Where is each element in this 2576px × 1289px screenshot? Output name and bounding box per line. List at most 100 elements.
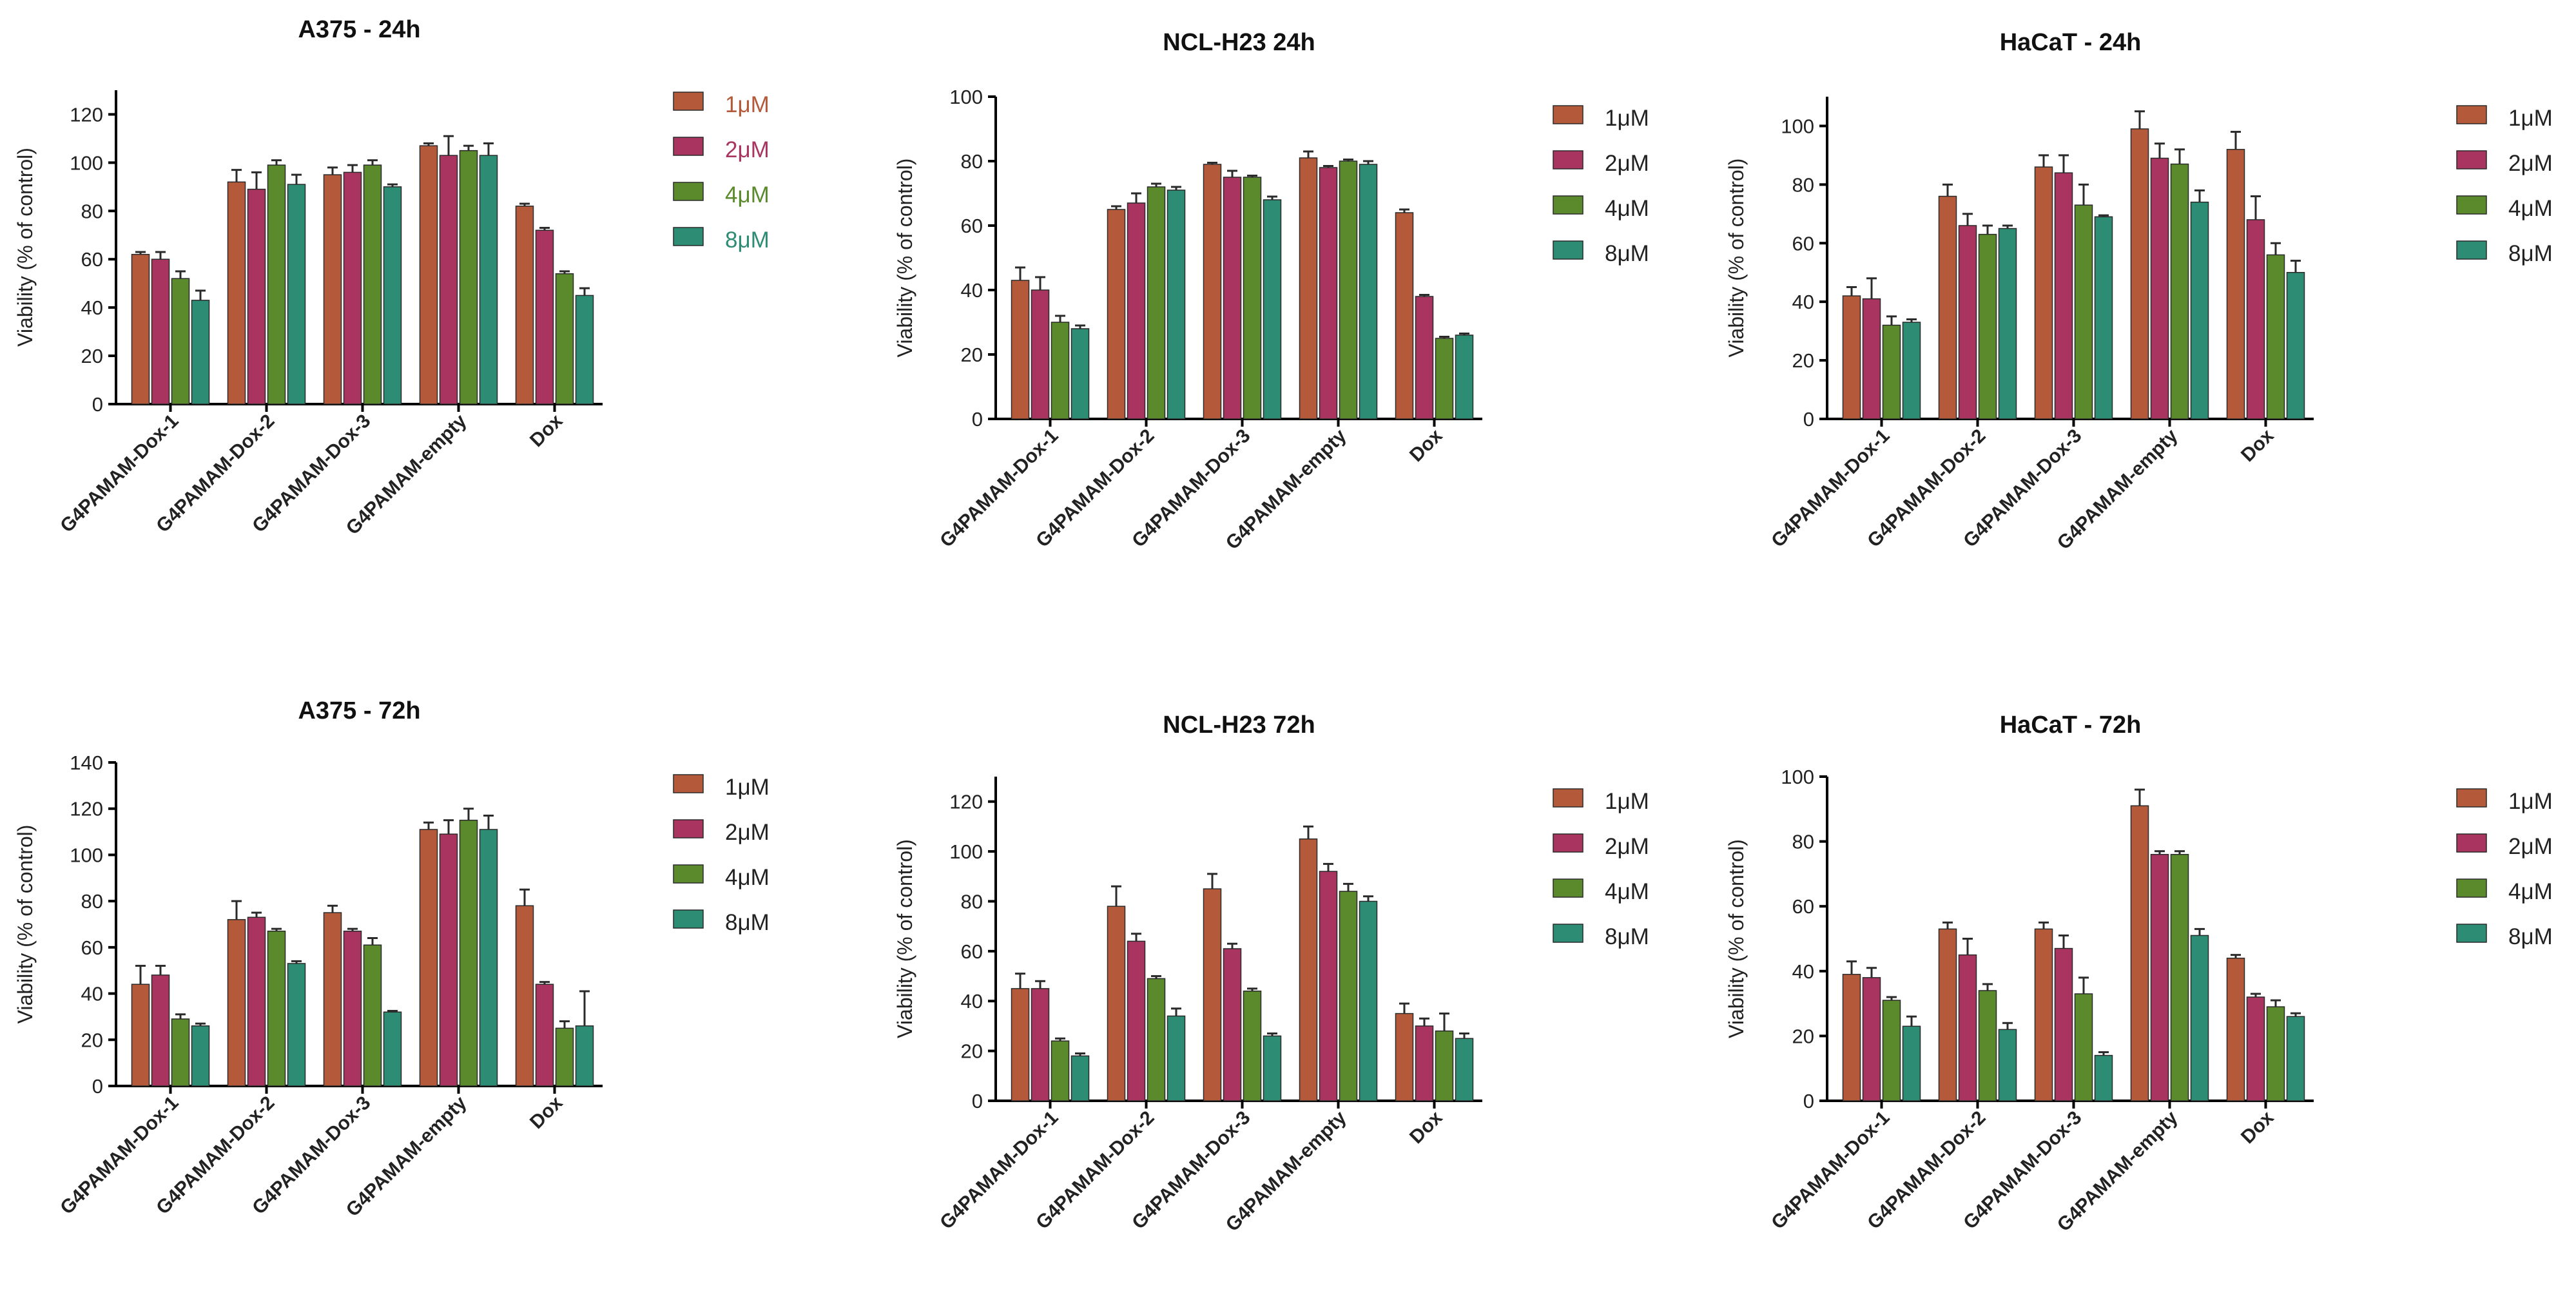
bar	[1203, 164, 1222, 420]
legend-swatch	[673, 864, 704, 884]
bar	[267, 931, 286, 1087]
legend-label: 1μM	[1605, 106, 1649, 131]
x-tick-label: Dox	[2237, 425, 2278, 466]
y-axis-label: Viability (% of control)	[893, 159, 916, 358]
legend-label: 2μM	[2508, 151, 2553, 176]
legend-label: 8μM	[725, 228, 770, 253]
legend-label: 4μM	[1605, 879, 1649, 904]
bar	[459, 150, 478, 405]
bar	[2054, 172, 2073, 420]
y-tick-label: 80	[1792, 173, 1814, 196]
bar	[1051, 1040, 1070, 1101]
legend-label: 2μM	[1605, 834, 1649, 859]
bar	[131, 984, 150, 1087]
y-tick-label: 20	[81, 1029, 103, 1051]
y-tick-label: 80	[961, 890, 983, 913]
bar	[419, 145, 438, 405]
y-tick-label: 100	[1781, 115, 1814, 137]
bar	[2246, 996, 2265, 1101]
bar	[555, 1027, 574, 1087]
y-tick-label: 40	[961, 990, 983, 1013]
bar	[1070, 1055, 1090, 1101]
x-tick-label: Dox	[526, 410, 567, 451]
y-tick-label: 0	[1803, 1090, 1814, 1112]
bar	[2074, 204, 2093, 420]
chart-title: HaCaT - 72h	[2000, 712, 2142, 739]
bar	[1223, 177, 1242, 420]
bar	[1167, 1015, 1186, 1101]
bar	[1031, 988, 1050, 1101]
y-tick-label: 100	[949, 840, 983, 863]
bar	[171, 278, 190, 405]
y-tick-label: 80	[81, 890, 103, 913]
y-tick-label: 120	[70, 103, 103, 126]
legend-swatch	[1553, 105, 1583, 124]
bar	[151, 258, 170, 405]
legend-label: 8μM	[1605, 241, 1649, 266]
chart-panel-5: NCL-H23 72h Viability (% of control) 0 20 40…	[893, 712, 1649, 1236]
bar	[151, 974, 170, 1087]
bar	[1862, 977, 1881, 1101]
bar	[535, 229, 554, 405]
y-tick-label: 0	[972, 408, 983, 431]
y-tick-label: 20	[81, 345, 103, 367]
bar	[1359, 164, 1378, 420]
legend-swatch	[673, 774, 704, 793]
legend-label: 4μM	[725, 865, 770, 890]
legend-label: 4μM	[2508, 196, 2553, 221]
bar	[1147, 978, 1166, 1101]
legend-swatch	[673, 227, 704, 246]
bar	[2190, 935, 2209, 1101]
chart-title: A375 - 24h	[298, 16, 420, 43]
bar	[2094, 216, 2113, 420]
legend-label: 1μM	[2508, 789, 2553, 814]
y-tick-label: 0	[92, 1075, 103, 1098]
bar	[1902, 1025, 1921, 1101]
legend-swatch	[2456, 105, 2487, 124]
bar	[1147, 186, 1166, 420]
legend-swatch	[1553, 788, 1583, 808]
bar	[1395, 212, 1414, 420]
legend-swatch	[673, 92, 704, 111]
legend-swatch	[2456, 195, 2487, 215]
bar	[515, 905, 534, 1087]
x-tick-label: Dox	[526, 1092, 567, 1133]
bar	[555, 273, 574, 405]
y-axis-label: Viability (% of control)	[14, 825, 37, 1024]
legend-label: 4μM	[1605, 196, 1649, 221]
legend-label: 2μM	[2508, 834, 2553, 859]
bar	[2170, 853, 2189, 1101]
bar	[2190, 201, 2209, 420]
legend-swatch	[673, 137, 704, 156]
bar	[1339, 160, 1358, 420]
bar	[479, 155, 498, 405]
chart-panel-1: A375 - 24h Viability (% of control) 0 20 40 6…	[14, 16, 770, 539]
bar	[383, 186, 402, 405]
bar	[1339, 891, 1358, 1101]
legend-label: 2μM	[1605, 151, 1649, 176]
y-tick-label: 20	[1792, 1025, 1814, 1047]
bar	[1435, 1030, 1454, 1101]
chart-panel-4: A375 - 72h Viability (% of control) 0 20 40 6…	[14, 697, 770, 1221]
y-tick-label: 20	[1792, 349, 1814, 372]
bar	[1455, 1038, 1474, 1101]
y-tick-label: 120	[70, 798, 103, 820]
bar	[1243, 991, 1262, 1101]
bar	[363, 164, 382, 405]
y-tick-label: 20	[961, 1040, 983, 1063]
legend-swatch	[2456, 924, 2487, 943]
bar	[191, 300, 210, 405]
x-tick-label: Dox	[1406, 425, 1447, 466]
chart-title: NCL-H23 72h	[1163, 712, 1315, 739]
bar	[439, 155, 458, 405]
bar	[1011, 280, 1030, 420]
bar	[1319, 871, 1338, 1101]
bar	[2074, 993, 2093, 1101]
bar	[1011, 988, 1030, 1101]
bar	[2226, 957, 2245, 1101]
y-tick-label: 20	[961, 344, 983, 366]
y-tick-label: 120	[949, 791, 983, 813]
bar	[323, 912, 342, 1087]
bar	[383, 1011, 402, 1087]
